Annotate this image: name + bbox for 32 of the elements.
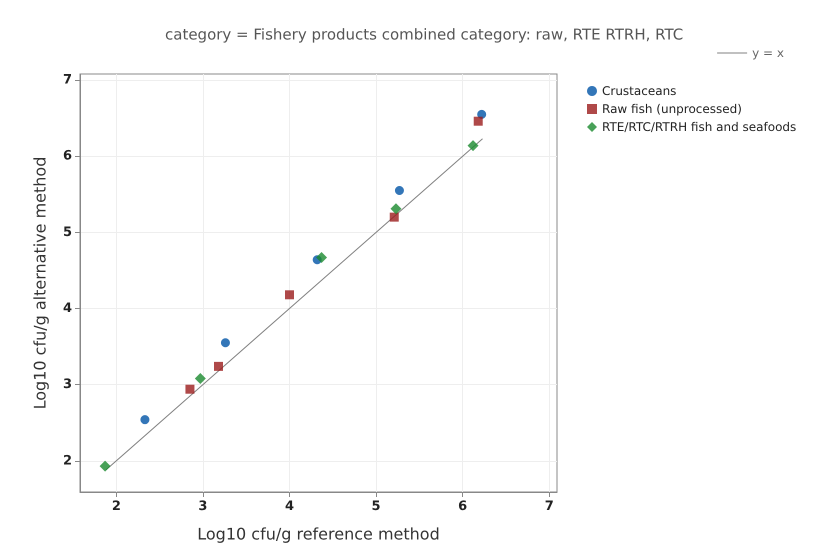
point <box>214 362 224 371</box>
point <box>220 338 230 348</box>
legend-label: Crustaceans <box>602 84 676 98</box>
x-tick-label: 2 <box>112 499 121 514</box>
x-tick-label: 3 <box>198 499 208 514</box>
chart-title: category = Fishery products combined category: raw, RTE RTRH, RTC <box>165 26 684 44</box>
point <box>390 212 399 222</box>
point <box>185 384 194 394</box>
legend-label: y = x <box>752 46 784 60</box>
point <box>316 252 328 263</box>
y-tick-label: 2 <box>62 453 72 468</box>
x-tick-label: 7 <box>544 499 554 514</box>
x-axis-title: Log10 cfu/g reference method <box>197 524 440 544</box>
x-tick-label: 5 <box>372 499 381 514</box>
y-tick-label: 3 <box>62 377 72 392</box>
legend-label: RTE/RTC/RTRH fish and seafoods <box>602 120 796 134</box>
y-tick-label: 7 <box>62 72 72 88</box>
point <box>468 140 479 152</box>
point <box>474 116 483 126</box>
point <box>390 203 402 214</box>
point <box>100 460 111 472</box>
y-tick-label: 6 <box>62 148 72 164</box>
point <box>285 290 294 300</box>
point <box>394 186 404 195</box>
x-tick-label: 4 <box>284 499 294 514</box>
y-axis-title: Log10 cfu/g alternative method <box>30 156 50 410</box>
legend-label: Raw fish (unprocessed) <box>602 102 742 116</box>
x-tick-label: 6 <box>458 499 468 514</box>
y-tick-label: 5 <box>62 224 72 240</box>
point <box>194 373 206 384</box>
point <box>140 415 150 424</box>
y-tick-label: 4 <box>62 301 72 316</box>
